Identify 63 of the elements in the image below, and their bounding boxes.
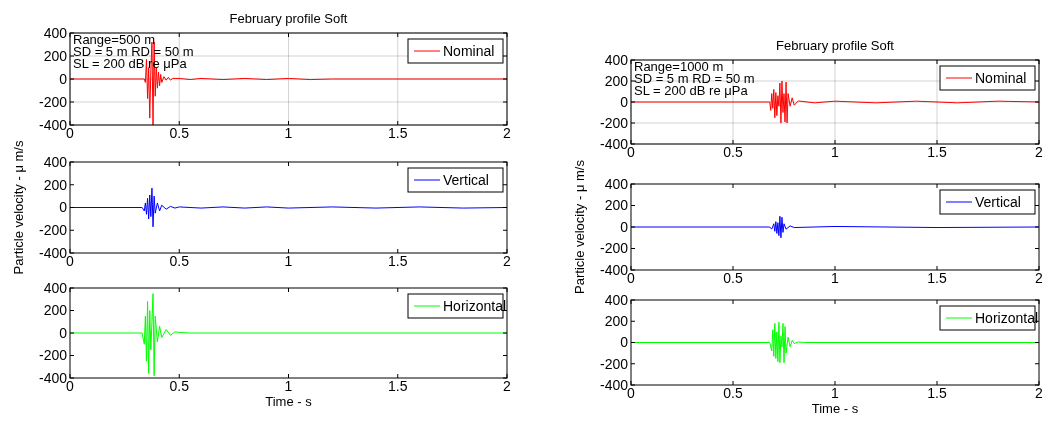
y-tick-label: 200 xyxy=(604,72,629,89)
y-tick-label: -200 xyxy=(38,222,68,239)
y-tick-label: 400 xyxy=(604,51,629,68)
annotation: Range=1000 m xyxy=(634,59,724,74)
y-tick-label: 200 xyxy=(43,176,68,193)
y-tick-label: 400 xyxy=(43,279,68,296)
x-tick-label: 2 xyxy=(503,378,512,394)
x-tick-label: 1.5 xyxy=(388,378,408,394)
x-tick-label: 0.5 xyxy=(169,378,190,394)
x-tick-label: 1.5 xyxy=(927,270,947,286)
y-tick-label: -200 xyxy=(599,355,629,372)
y-axis-title: Particle velocity - μ m/s xyxy=(11,140,26,275)
y-axis-title: Particle velocity - μ m/s xyxy=(572,159,587,294)
legend-label: Nominal xyxy=(975,69,1027,86)
legend-label: Nominal xyxy=(443,42,495,59)
y-tick-label: 400 xyxy=(43,153,68,170)
y-tick-label: 0 xyxy=(620,218,629,235)
y-tick-label: 0 xyxy=(59,70,68,87)
legend-label: Vertical xyxy=(975,193,1021,210)
x-tick-label: 1.5 xyxy=(388,125,408,141)
x-tick-label: 1.5 xyxy=(927,144,947,160)
x-tick-label: 1 xyxy=(284,253,293,269)
x-tick-label: 2 xyxy=(503,253,512,269)
legend-label: Vertical xyxy=(443,171,489,188)
legend-label: Horizontal xyxy=(443,297,507,314)
y-tick-label: 0 xyxy=(59,324,68,341)
x-tick-label: 1 xyxy=(284,125,293,141)
y-tick-label: 400 xyxy=(43,24,68,41)
y-tick-label: 400 xyxy=(604,291,629,308)
annotation: SL = 200 dB re μPa xyxy=(634,83,749,98)
y-tick-label: 400 xyxy=(604,175,629,192)
x-tick-label: 1 xyxy=(831,385,840,401)
x-tick-label: 0.5 xyxy=(169,125,190,141)
y-tick-label: 0 xyxy=(620,93,629,110)
chart-title: February profile Soft xyxy=(229,11,348,26)
x-tick-label: 2 xyxy=(503,125,512,141)
x-tick-label: 1 xyxy=(831,270,840,286)
y-tick-label: 0 xyxy=(620,334,629,351)
y-tick-label: -200 xyxy=(38,93,68,110)
y-tick-label: 200 xyxy=(43,47,68,64)
x-tick-label: 2 xyxy=(1035,144,1044,160)
x-tick-label: 0.5 xyxy=(723,385,743,401)
x-tick-label: 1.5 xyxy=(388,253,408,269)
legend-label: Horizontal xyxy=(975,309,1039,326)
annotation: Range=500 m xyxy=(73,32,156,47)
y-tick-label: -200 xyxy=(599,240,629,257)
x-tick-label: 1.5 xyxy=(927,385,947,401)
x-tick-label: 2 xyxy=(1035,270,1044,286)
x-tick-label: 1 xyxy=(831,144,840,160)
y-tick-label: -200 xyxy=(599,114,629,131)
y-tick-label: 200 xyxy=(43,302,68,319)
x-tick-label: 0.5 xyxy=(723,270,743,286)
y-tick-label: 200 xyxy=(604,197,629,214)
x-tick-label: 1 xyxy=(284,378,293,394)
y-tick-label: -200 xyxy=(38,347,68,364)
x-tick-label: 0.5 xyxy=(169,253,190,269)
chart-title: February profile Soft xyxy=(776,38,895,53)
x-tick-label: 2 xyxy=(1035,385,1044,401)
y-tick-label: 0 xyxy=(59,199,68,216)
x-axis-title: Time - s xyxy=(265,394,313,409)
x-tick-label: 0.5 xyxy=(723,144,743,160)
y-tick-label: 200 xyxy=(604,313,629,330)
x-axis-title: Time - s xyxy=(811,401,859,416)
